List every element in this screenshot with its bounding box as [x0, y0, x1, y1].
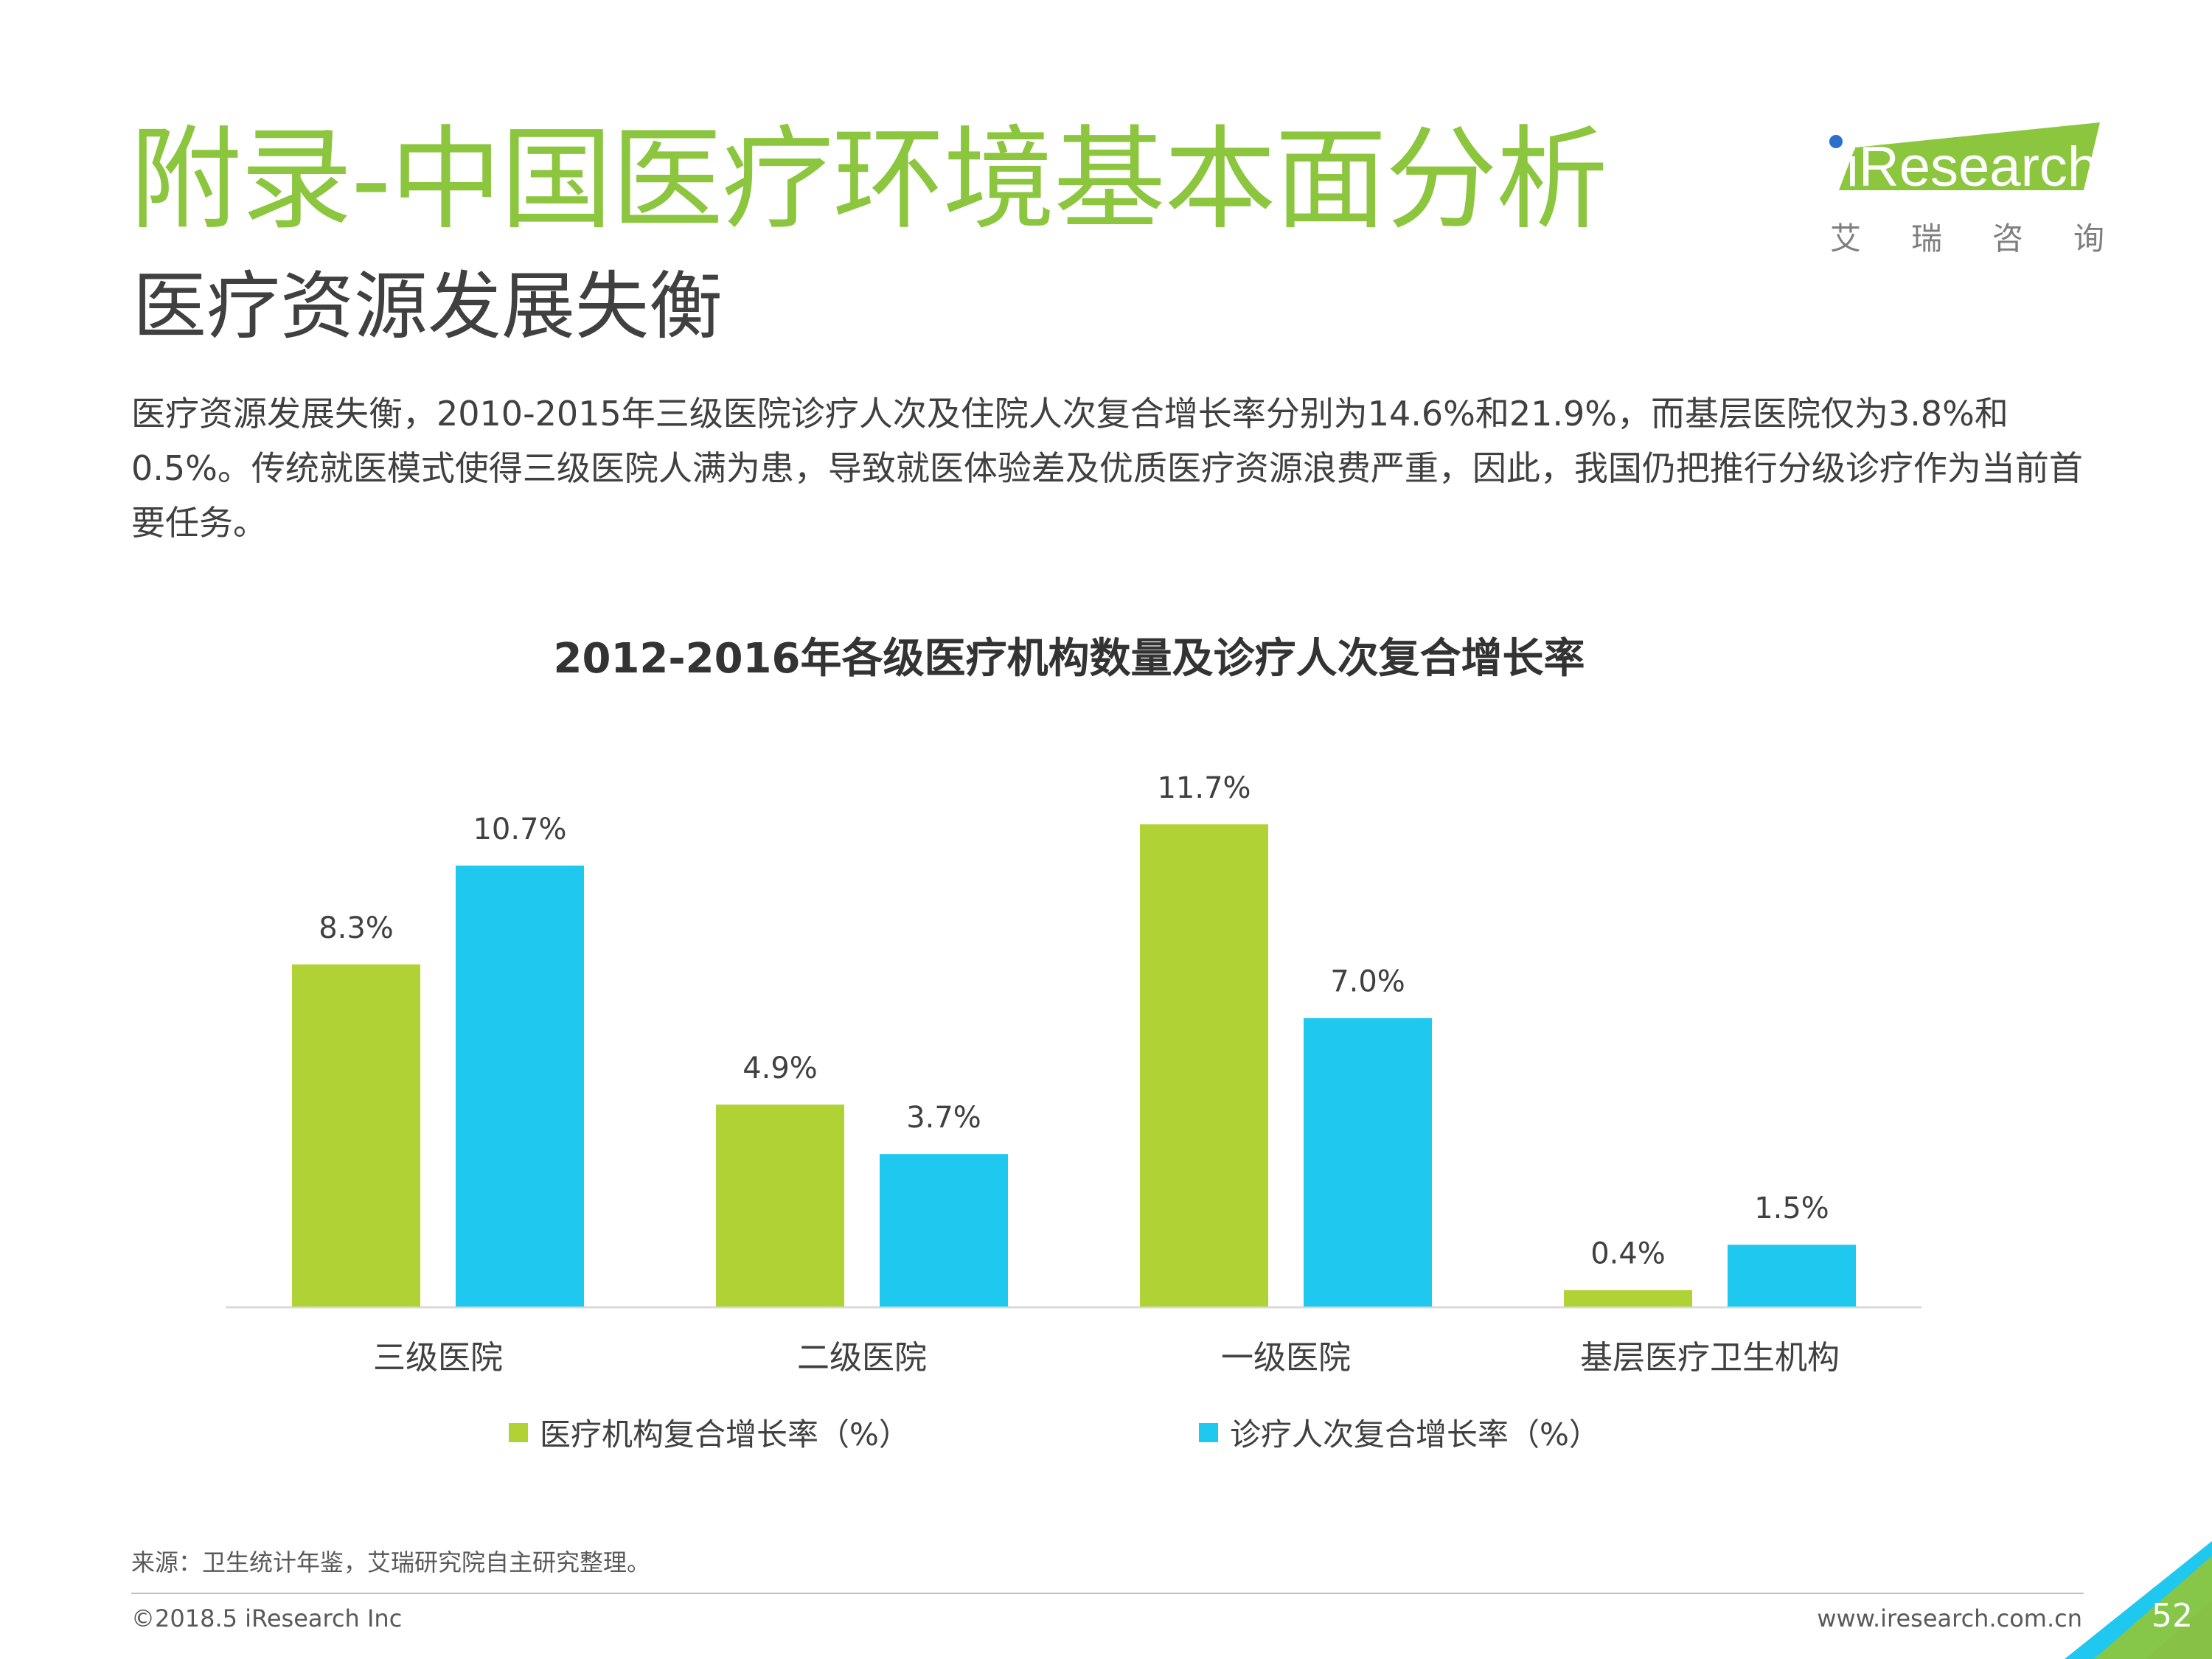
logo-char: 询	[2073, 220, 2104, 257]
data-label: 8.3%	[319, 911, 394, 945]
copyright-text: ©2018.5 iResearch Inc	[131, 1604, 403, 1632]
category-label: 三级医院	[373, 1339, 503, 1377]
chart-title: 2012-2016年各级医疗机构数量及诊疗人次复合增长率	[553, 635, 1585, 683]
data-label: 7.0%	[1330, 965, 1405, 999]
page-title: 附录-中国医疗环境基本面分析	[130, 114, 1608, 245]
description-paragraph: 医疗资源发展失衡，2010-2015年三级医院诊疗人次及住院人次复合增长率分别为…	[131, 394, 2083, 543]
category-label: 一级医院	[1221, 1339, 1351, 1377]
legend-swatch-green	[509, 1422, 528, 1442]
data-label: 10.7%	[473, 813, 566, 846]
data-label: 3.7%	[906, 1101, 981, 1135]
logo-brand-text: iResearch	[1846, 136, 2098, 198]
legend-label: 医疗机构复合增长率（%）	[540, 1416, 910, 1453]
bar-visits	[456, 865, 584, 1307]
chart-legend: 医疗机构复合增长率（%） 诊疗人次复合增长率（%）	[0, 1410, 2212, 1454]
bar-visits	[1304, 1018, 1432, 1307]
data-label: 1.5%	[1754, 1192, 1829, 1225]
bar-institutions	[1564, 1290, 1692, 1307]
bar-visits	[1728, 1245, 1856, 1307]
logo-char: 瑞	[1910, 220, 1942, 257]
data-label: 11.7%	[1157, 771, 1251, 805]
category-label: 基层医疗卫生机构	[1580, 1339, 1840, 1377]
corner-decoration	[2065, 1541, 2212, 1659]
website-link[interactable]: www.iresearch.com.cn	[1817, 1604, 2082, 1632]
logo-char: 艾	[1830, 220, 1862, 257]
iresearch-logo: iResearch	[1829, 122, 2100, 198]
page-number: 52	[2152, 1597, 2193, 1635]
footer-divider	[131, 1593, 2084, 1594]
page-subtitle: 医疗资源发展失衡	[133, 263, 723, 349]
data-label: 4.9%	[742, 1051, 818, 1085]
legend-item-visits: 诊疗人次复合增长率（%）	[1199, 1410, 1600, 1455]
bar-institutions	[716, 1105, 844, 1307]
logo-chinese-text: 艾 瑞 咨 询	[1830, 214, 2104, 259]
bar-institutions	[292, 964, 420, 1307]
logo-char: 咨	[1992, 220, 2023, 257]
legend-label: 诊疗人次复合增长率（%）	[1230, 1416, 1600, 1453]
legend-item-institutions: 医疗机构复合增长率（%）	[509, 1410, 910, 1455]
data-label: 0.4%	[1590, 1237, 1666, 1271]
source-note: 来源：卫生统计年鉴，艾瑞研究院自主研究整理。	[131, 1548, 651, 1576]
legend-swatch-blue	[1199, 1422, 1218, 1442]
bar-visits	[880, 1154, 1008, 1307]
bar-institutions	[1140, 824, 1268, 1307]
category-label: 二级医院	[797, 1339, 927, 1377]
